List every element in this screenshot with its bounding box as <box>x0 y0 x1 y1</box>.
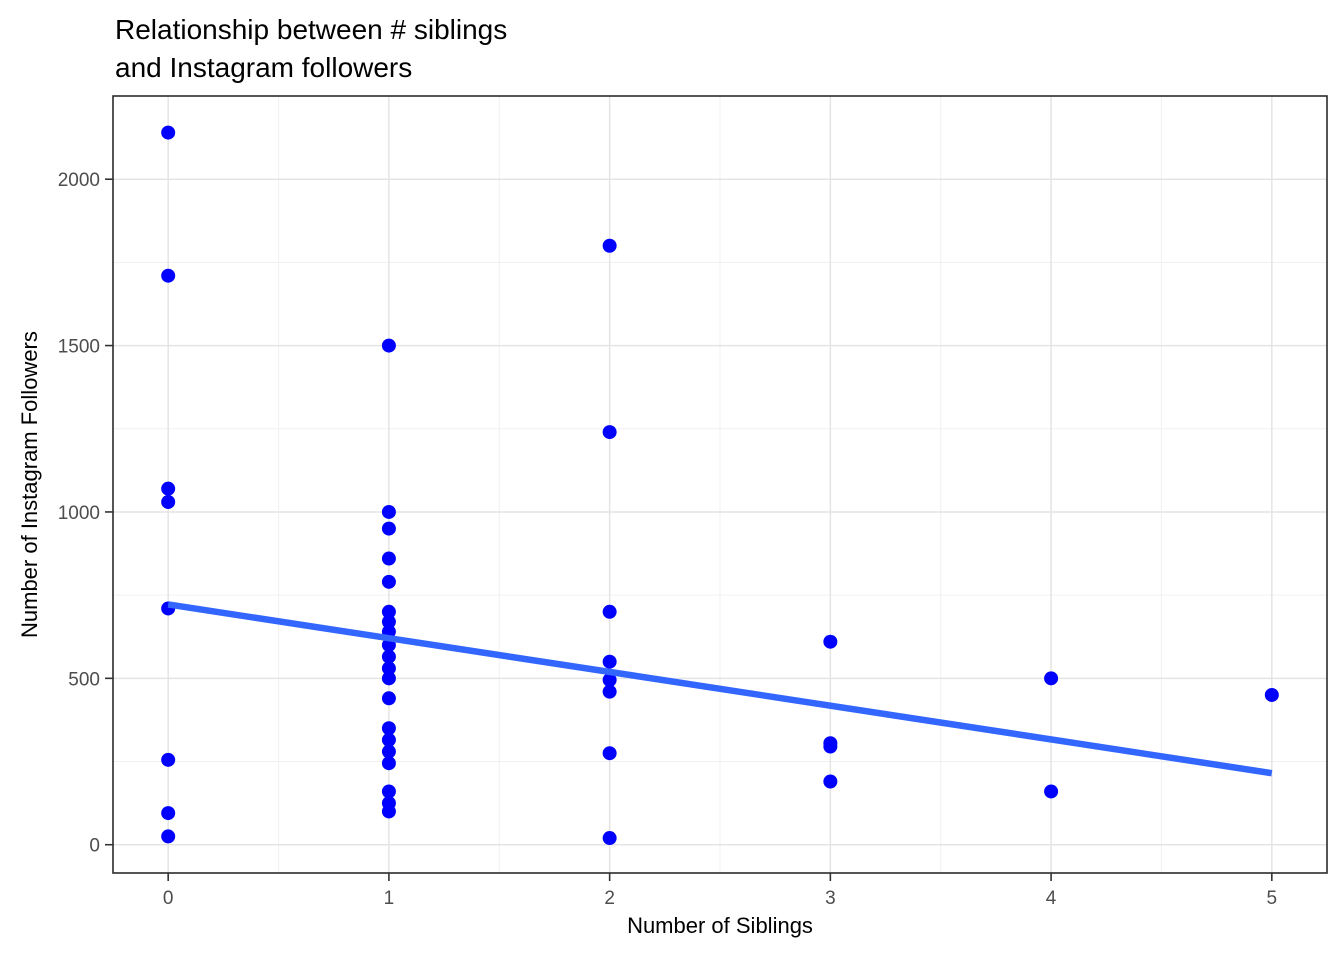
y-axis-title: Number of Instagram Followers <box>17 331 42 638</box>
data-point <box>823 739 838 754</box>
data-point <box>381 732 396 747</box>
data-point <box>161 806 176 821</box>
y-tick-label: 1000 <box>58 503 100 524</box>
data-point <box>1264 687 1279 702</box>
data-point <box>823 774 838 789</box>
data-point <box>602 425 617 440</box>
data-point <box>381 756 396 771</box>
y-tick-label: 0 <box>89 836 100 857</box>
data-point <box>602 604 617 619</box>
data-point <box>161 752 176 767</box>
data-point <box>381 691 396 706</box>
panel-border <box>112 95 1328 874</box>
data-point <box>161 481 176 496</box>
data-point <box>161 494 176 509</box>
x-tick-label: 2 <box>604 888 615 909</box>
data-point <box>381 649 396 664</box>
y-tick-label: 1500 <box>58 337 100 358</box>
x-tick-label: 0 <box>163 888 174 909</box>
data-point <box>381 784 396 799</box>
data-point <box>602 746 617 761</box>
data-point <box>381 744 396 759</box>
data-point <box>823 634 838 649</box>
data-point <box>381 614 396 629</box>
data-point <box>381 504 396 519</box>
data-point <box>1044 784 1059 799</box>
data-point <box>381 338 396 353</box>
y-tick-label: 500 <box>68 669 100 690</box>
x-tick-label: 3 <box>825 888 836 909</box>
data-point <box>381 661 396 676</box>
data-point <box>602 672 617 687</box>
data-point <box>602 654 617 669</box>
data-point <box>381 721 396 736</box>
trend-line <box>167 601 1273 777</box>
data-point <box>602 831 617 846</box>
x-tick-label: 4 <box>1046 888 1057 909</box>
x-axis-title: Number of Siblings <box>627 913 813 938</box>
chart-title-line1: Relationship between # siblings <box>115 14 508 45</box>
data-point <box>161 829 176 844</box>
data-point <box>381 521 396 536</box>
data-point <box>1044 671 1059 686</box>
chart-title: Relationship between # siblings and Inst… <box>115 11 507 87</box>
data-point <box>161 125 176 140</box>
data-point <box>602 238 617 253</box>
data-point <box>381 604 396 619</box>
data-point <box>381 551 396 566</box>
data-point <box>381 671 396 686</box>
y-tick-label: 2000 <box>58 170 100 191</box>
data-point <box>602 684 617 699</box>
data-point <box>381 574 396 589</box>
data-point <box>381 804 396 819</box>
x-tick-label: 1 <box>384 888 395 909</box>
data-point <box>161 268 176 283</box>
chart-title-line2: and Instagram followers <box>115 52 413 83</box>
x-tick-label: 5 <box>1267 888 1278 909</box>
